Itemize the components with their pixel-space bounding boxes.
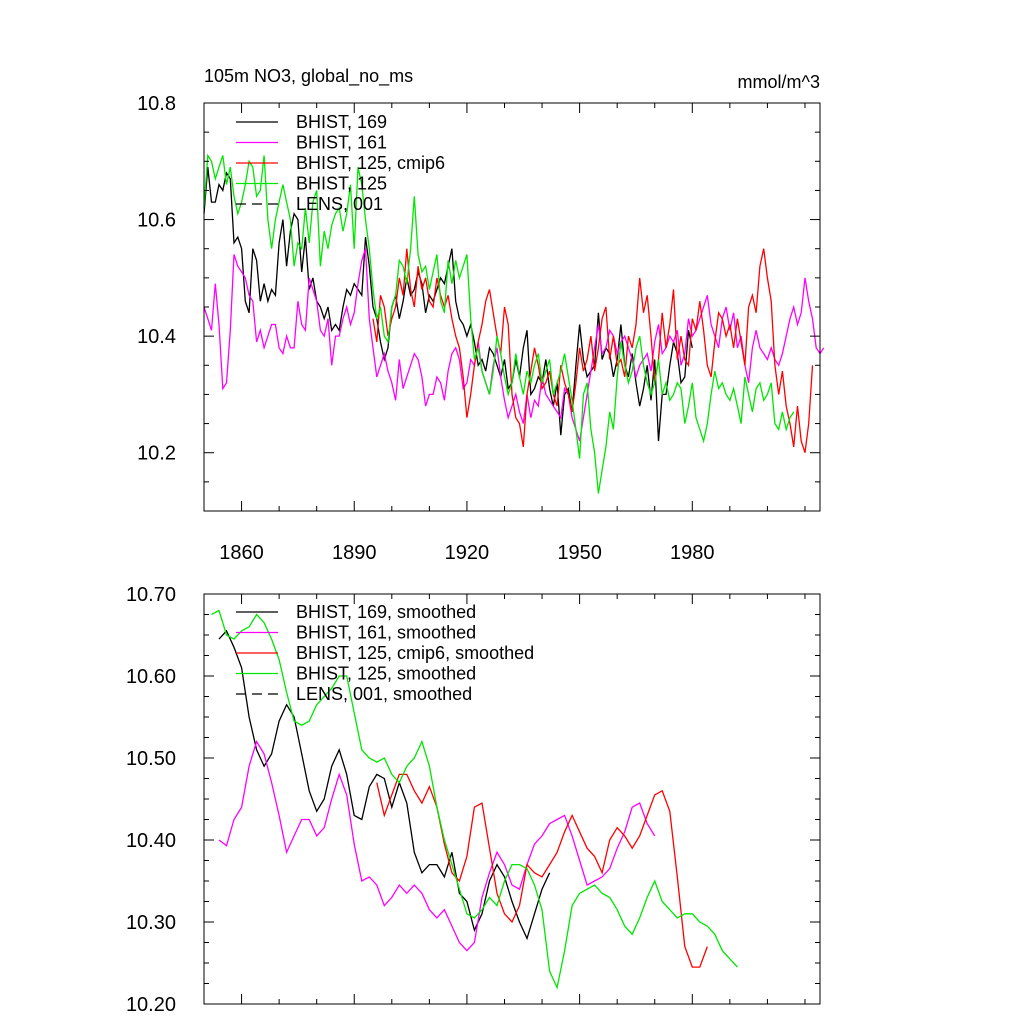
top-legend-label: BHIST, 169 (296, 112, 387, 132)
top-legend-label: BHIST, 161 (296, 133, 387, 153)
bottom-legend-label: BHIST, 161, smoothed (296, 623, 476, 643)
top-series-2 (203, 248, 825, 442)
top-series-4 (203, 153, 795, 494)
top-xtick-label: 1890 (332, 542, 377, 564)
top-ytick-label: 10.6 (137, 210, 176, 232)
bottom-ytick-label: 10.50 (126, 748, 176, 770)
bottom-ytick-label: 10.70 (126, 584, 176, 606)
top-legend-label: BHIST, 125, cmip6 (296, 153, 445, 173)
top-ytick-label: 10.4 (137, 326, 176, 348)
bottom-series-1 (218, 629, 551, 941)
bottom-legend-label: BHIST, 125, cmip6, smoothed (296, 643, 534, 663)
top-chart-title: 105m NO3, global_no_ms (204, 66, 413, 87)
bottom-series-4 (211, 609, 738, 990)
top-panel: 105m NO3, global_no_ms mmol/m^3 1860 1890… (137, 66, 825, 564)
bottom-legend-label: BHIST, 125, smoothed (296, 664, 476, 684)
bottom-panel: 10.20 10.30 10.40 10.50 10.60 10.70 BHIST, 169… (126, 584, 821, 1016)
top-xtick-label: 1980 (670, 542, 715, 564)
bottom-ytick-label: 10.40 (126, 830, 176, 852)
bottom-ytick-label: 10.20 (126, 994, 176, 1016)
top-xtick-label: 1860 (219, 542, 264, 564)
bottom-series-2 (218, 740, 656, 952)
top-legend-label: LENS, 001 (296, 194, 383, 214)
bottom-ytick-label: 10.60 (126, 666, 176, 688)
top-chart-units: mmol/m^3 (738, 72, 820, 92)
bottom-ytick-label: 10.30 (126, 912, 176, 934)
top-series-3 (372, 248, 814, 453)
bottom-series-3 (376, 773, 708, 968)
top-xtick-label: 1950 (557, 542, 602, 564)
bottom-legend-label: LENS, 001, smoothed (296, 684, 472, 704)
bottom-legend-label: BHIST, 169, smoothed (296, 602, 476, 622)
top-legend-label: BHIST, 125 (296, 174, 387, 194)
top-ytick-label: 10.2 (137, 443, 176, 465)
top-ytick-label: 10.8 (137, 93, 176, 115)
top-xtick-label: 1920 (445, 542, 490, 564)
